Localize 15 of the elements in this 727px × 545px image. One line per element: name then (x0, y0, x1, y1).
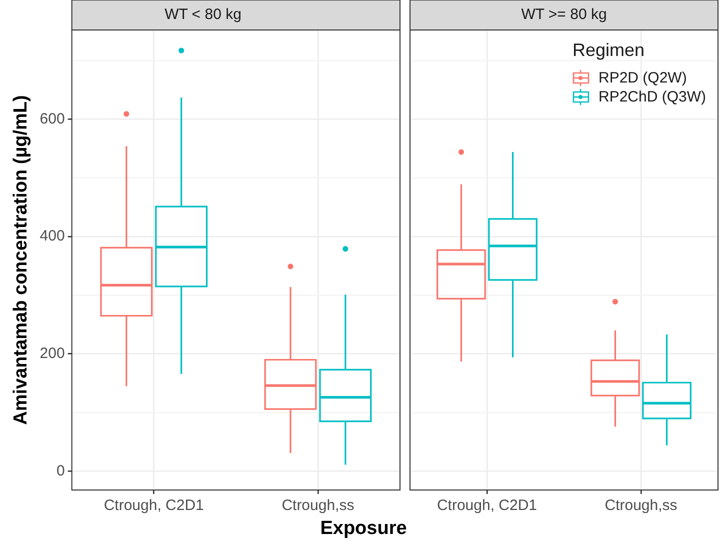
y-tick-label: 200 (40, 345, 65, 362)
x-tick-label: Ctrough, C2D1 (436, 497, 538, 514)
x-tick-label: Ctrough,ss (604, 497, 678, 514)
x-tick-label: Ctrough, C2D1 (104, 497, 204, 514)
chart-title: WT >= 80 kg (521, 6, 607, 24)
x-axis-title: Exposure (319, 518, 408, 540)
y-axis-title: Amivantamab concentration (µg/mL) (10, 95, 32, 425)
legend-label: RP2D (Q2W) (598, 70, 687, 87)
x-tick-label: Ctrough,ss (282, 497, 354, 514)
y-tick-label: 600 (40, 110, 65, 128)
chart-title: WT < 80 kg (164, 6, 242, 24)
legend-title: Regimen (572, 40, 645, 60)
legend-label: RP2ChD (Q3W) (598, 88, 706, 106)
y-tick-label: 0 (56, 462, 65, 480)
y-tick-label: 400 (40, 228, 65, 245)
